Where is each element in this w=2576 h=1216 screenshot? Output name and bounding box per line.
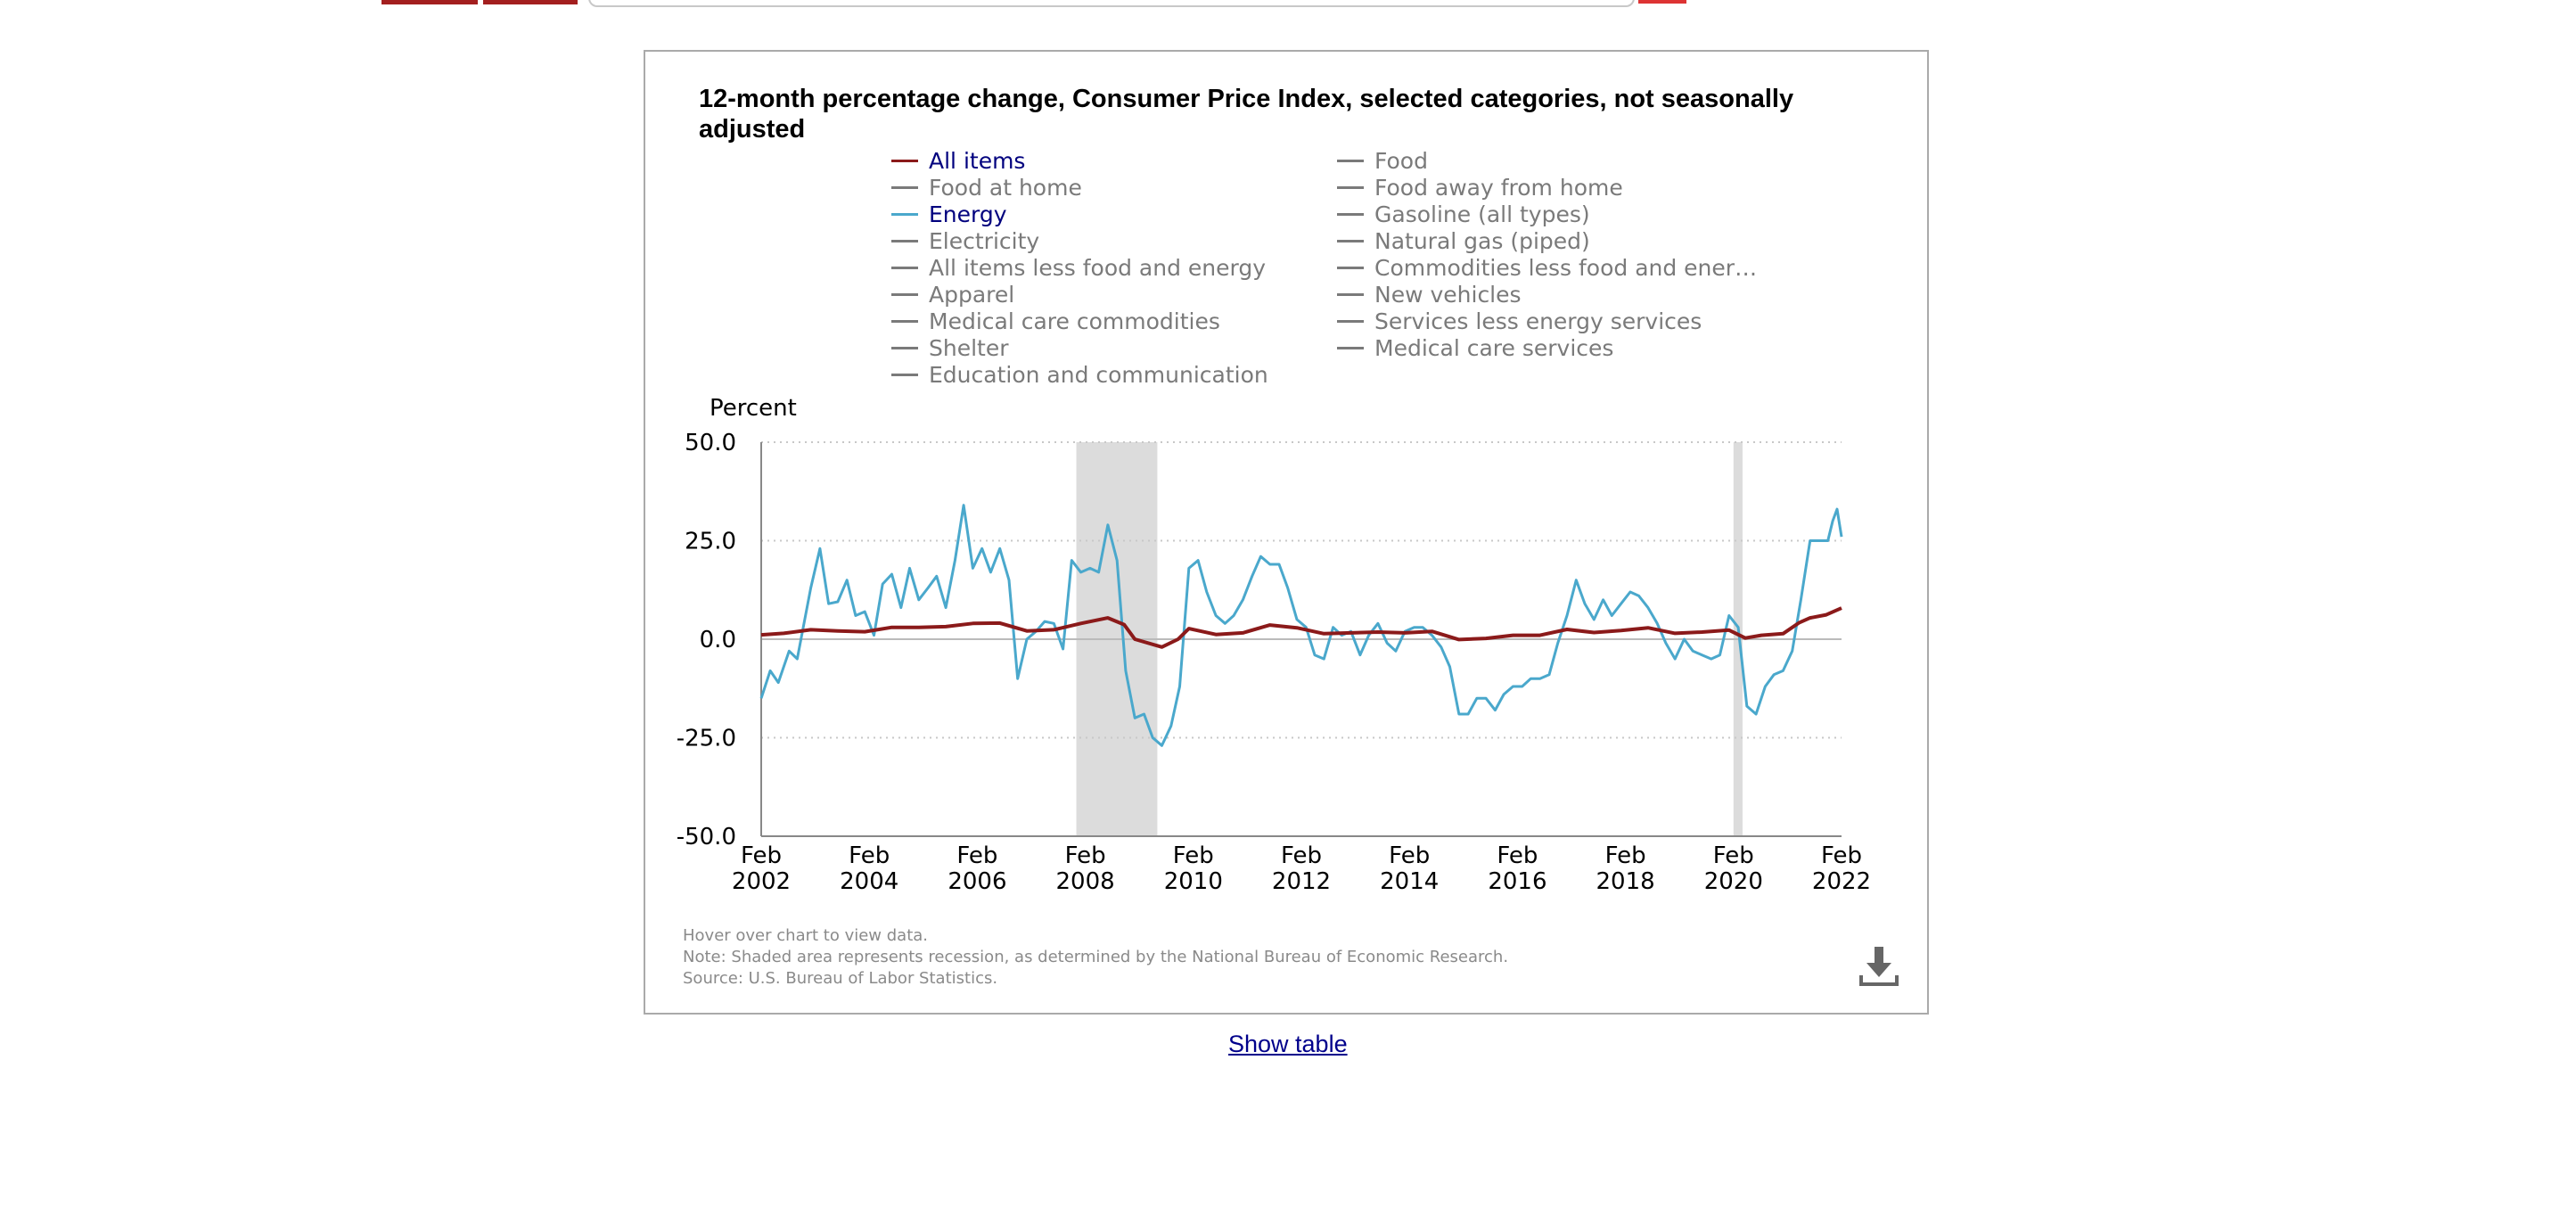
source-note: Source: U.S. Bureau of Labor Statistics. [683, 969, 998, 988]
chart-panel: 12-month percentage change, Consumer Pri… [644, 50, 1929, 1015]
x-tick-label-month: Feb [1821, 842, 1862, 869]
legend-item[interactable]: All items less food and energy [891, 255, 1268, 282]
legend-swatch [891, 266, 918, 269]
y-tick-label: 25.0 [685, 529, 736, 555]
legend-item[interactable]: Education and communication [891, 362, 1268, 389]
legend-item[interactable]: Services less energy services [1337, 308, 1757, 335]
legend-item[interactable]: Food away from home [1337, 175, 1757, 201]
legend-label: Shelter [929, 335, 1009, 361]
x-tick-label-year: 2008 [1056, 868, 1115, 895]
header-nav-tab-2[interactable] [483, 0, 578, 4]
y-tick-label: 50.0 [685, 430, 736, 456]
legend-swatch [1337, 319, 1364, 323]
header-nav-tab-1[interactable] [381, 0, 478, 4]
legend-swatch [891, 239, 918, 242]
download-icon[interactable] [1858, 945, 1900, 988]
legend-item[interactable]: Natural gas (piped) [1337, 228, 1757, 255]
legend-item[interactable]: New vehicles [1337, 282, 1757, 308]
legend-swatch [891, 346, 918, 349]
recession-note: Note: Shaded area represents recession, … [683, 948, 1509, 966]
x-tick-label-month: Feb [956, 842, 997, 869]
x-tick-label-month: Feb [1281, 842, 1322, 869]
legend-label: Energy [929, 201, 1007, 227]
show-table-link[interactable]: Show table [1228, 1031, 1348, 1057]
legend-swatch [891, 159, 918, 162]
legend-label: Food at home [929, 175, 1082, 201]
legend-swatch [1337, 292, 1364, 296]
legend-swatch [1337, 266, 1364, 269]
series-line-all-items[interactable] [760, 606, 1842, 649]
x-tick-label-month: Feb [1173, 842, 1214, 869]
legend-item[interactable]: Commodities less food and ener… [1337, 255, 1757, 282]
legend-item[interactable]: Apparel [891, 282, 1268, 308]
legend-label: All items [929, 148, 1026, 174]
legend-swatch [1337, 346, 1364, 349]
gridlines [761, 441, 1842, 739]
x-tick-label-month: Feb [1713, 842, 1754, 869]
legend-item[interactable]: Medical care commodities [891, 308, 1268, 335]
legend-label: Food away from home [1374, 175, 1623, 201]
x-tick-label-month: Feb [849, 842, 890, 869]
x-tick-label-year: 2010 [1164, 868, 1223, 895]
x-tick-label-month: Feb [1605, 842, 1646, 869]
x-tick-label-year: 2016 [1488, 868, 1546, 895]
x-tick-label-month: Feb [741, 842, 782, 869]
x-tick-label-month: Feb [1389, 842, 1430, 869]
legend-swatch [891, 185, 918, 189]
legend-swatch [891, 319, 918, 323]
chart-notes: Hover over chart to view data. Note: Sha… [683, 925, 1508, 990]
legend-label: All items less food and energy [929, 255, 1267, 281]
legend-label: Natural gas (piped) [1374, 228, 1590, 254]
y-tick-label: -50.0 [677, 824, 736, 850]
legend-label: Electricity [929, 228, 1040, 254]
x-tick-label-year: 2006 [948, 868, 1006, 895]
legend-item[interactable]: Food at home [891, 175, 1268, 201]
series-lines [759, 504, 1843, 747]
x-tick-label-year: 2022 [1812, 868, 1871, 895]
legend-item[interactable]: Food [1337, 148, 1757, 175]
legend-swatch [1337, 159, 1364, 162]
y-tick-label: -25.0 [677, 726, 736, 752]
chart-plot[interactable]: 50.025.00.0-25.0-50.0Feb2002Feb2004Feb20… [645, 52, 1927, 1013]
series-line-energy[interactable] [759, 504, 1843, 747]
legend-label: Commodities less food and ener… [1374, 255, 1758, 281]
x-tick-label-month: Feb [1065, 842, 1106, 869]
hover-hint: Hover over chart to view data. [683, 926, 929, 945]
y-axis-label: Percent [710, 395, 797, 422]
legend-label: Gasoline (all types) [1374, 201, 1590, 227]
x-tick-label-year: 2018 [1596, 868, 1655, 895]
legend-item[interactable]: Shelter [891, 335, 1268, 362]
x-tick-label-month: Feb [1497, 842, 1538, 869]
x-tick-label-year: 2020 [1704, 868, 1763, 895]
legend-label: New vehicles [1374, 282, 1522, 308]
legend-label: Apparel [929, 282, 1015, 308]
x-tick-label-year: 2012 [1272, 868, 1331, 895]
y-tick-label: 0.0 [700, 627, 736, 653]
legend-item[interactable]: Medical care services [1337, 335, 1757, 362]
legend-swatch [891, 292, 918, 296]
x-tick-label-year: 2004 [840, 868, 898, 895]
axes: 50.025.00.0-25.0-50.0Feb2002Feb2004Feb20… [677, 430, 1871, 895]
x-tick-label-year: 2002 [732, 868, 791, 895]
legend-swatch [891, 212, 918, 216]
chart-title: 12-month percentage change, Consumer Pri… [699, 85, 1794, 144]
legend-label: Medical care services [1374, 335, 1614, 361]
legend-swatch [1337, 212, 1364, 216]
legend-label: Services less energy services [1374, 308, 1702, 334]
x-tick-label-year: 2014 [1380, 868, 1439, 895]
legend-item[interactable]: Energy [891, 201, 1268, 228]
legend-column-2: Food Food away from home Gasoline (all typ… [1337, 148, 1757, 362]
legend-label: Education and communication [929, 362, 1268, 388]
legend-label: Medical care commodities [929, 308, 1220, 334]
header-search-button[interactable] [1638, 0, 1686, 4]
legend-swatch [1337, 185, 1364, 189]
legend-swatch [1337, 239, 1364, 242]
legend-swatch [891, 373, 918, 376]
legend-column-1: All items Food at home Energy Electricity Al… [891, 148, 1268, 389]
legend-item[interactable]: Electricity [891, 228, 1268, 255]
legend-label: Food [1374, 148, 1428, 174]
legend-item[interactable]: All items [891, 148, 1268, 175]
header-search-input[interactable] [588, 0, 1635, 7]
legend-item[interactable]: Gasoline (all types) [1337, 201, 1757, 228]
